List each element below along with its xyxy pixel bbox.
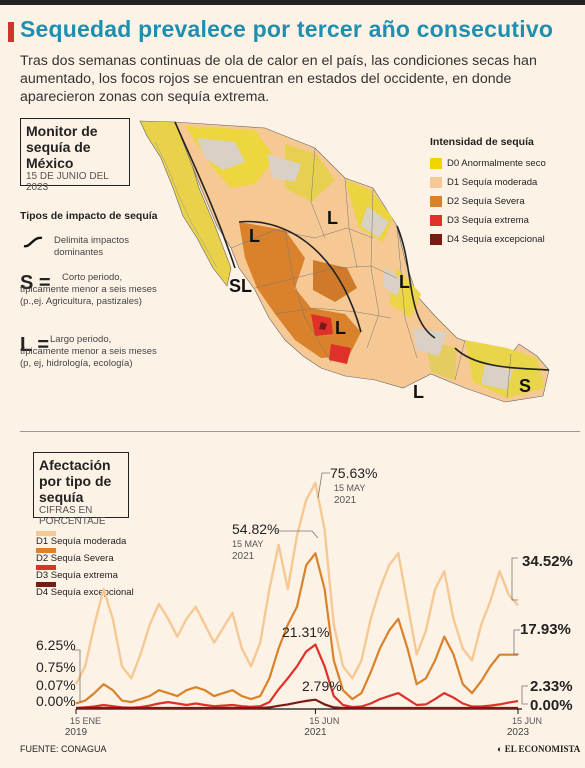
brand-icon: ◐: [497, 744, 505, 754]
annotation-d4-current: 0.00%: [530, 697, 573, 714]
annotation-date: 15 MAY: [334, 483, 365, 493]
brand-name: EL ECONOMISTA: [504, 744, 581, 754]
annotation-year: 2021: [334, 495, 357, 506]
brand-logo: ◐ EL ECONOMISTA: [497, 744, 580, 754]
series-label: D2 Sequía Severa: [36, 553, 114, 564]
annotation-d3-current: 2.33%: [530, 678, 573, 695]
legend-swatch: [430, 158, 442, 169]
top-rule: [0, 0, 585, 5]
annotation-leader: [511, 557, 518, 601]
annotation-date: 15 MAY: [232, 539, 263, 549]
series-label: D3 Sequía extrema: [36, 570, 118, 581]
map-marker-l: L: [327, 208, 338, 228]
annotation-leader: [276, 530, 319, 539]
map-legend-heading: Intensidad de sequía: [430, 136, 534, 148]
map-legend-item: D2 Sequía Severa: [430, 196, 525, 207]
left-value-label: 0.75%: [36, 659, 76, 675]
title-accent: [8, 22, 14, 42]
monitor-date: 15 DE JUNIO DEL 2023: [26, 171, 109, 193]
map-marker-l: L: [335, 318, 346, 338]
annotation-leader: [317, 472, 330, 499]
left-value-label: 6.25%: [36, 637, 76, 653]
affect-subtitle: CIFRAS EN PORCENTAJE: [39, 505, 106, 527]
legend-label: D0 Anormalmente seco: [447, 158, 546, 169]
x-tick-label: 15 JUN: [309, 716, 339, 726]
series-legend-item: D4 Sequía excepcional: [36, 582, 134, 598]
series-line: [75, 552, 518, 705]
legend-label: D4 Sequía excepcional: [447, 234, 545, 245]
x-tick-label: 15 JUN: [512, 716, 542, 726]
x-tick-label: 15 ENE: [70, 716, 101, 726]
left-value-label: 0.07%: [36, 677, 76, 693]
left-label-leader: [72, 649, 81, 702]
s-label: S =: [20, 272, 51, 294]
map-legend-item: D1 Sequía moderada: [430, 177, 537, 188]
page-title: Sequedad prevalece por tercer año consec…: [20, 16, 554, 42]
x-tick-year: 2019: [65, 727, 88, 738]
map-legend-item: D3 Sequía extrema: [430, 215, 529, 226]
series-label: D4 Sequía excepcional: [36, 587, 134, 598]
curve-icon: [23, 236, 43, 248]
map-marker-s: S: [519, 376, 531, 396]
map-marker-sl: SL: [229, 276, 252, 296]
annotation-d2-current: 17.93%: [520, 621, 571, 638]
map-marker-l: L: [413, 382, 424, 402]
annotation-leader: [513, 629, 520, 655]
legend-label: D1 Sequía moderada: [447, 177, 538, 188]
legend-label: D3 Sequía extrema: [447, 215, 529, 226]
legend-swatch: [430, 215, 442, 226]
annotation-d1-current: 34.52%: [522, 553, 573, 570]
monitor-box: Monitor de sequía de México 15 DE JUNIO …: [20, 118, 130, 193]
annotation-d4-peak: 2.79%: [302, 678, 342, 694]
mexico-drought-map: L L SL L L L S: [139, 120, 550, 403]
series-legend-item: D2 Sequía Severa: [36, 548, 114, 564]
series-legend-item: D3 Sequía extrema: [36, 565, 118, 581]
legend-swatch: [430, 177, 442, 188]
series-line: [75, 643, 519, 710]
series-line: [74, 481, 519, 685]
map-legend-item: D0 Anormalmente seco: [430, 158, 546, 169]
curve-description: Delimita impactos dominantes: [54, 235, 129, 258]
series-swatch: [36, 582, 56, 587]
series-label: D1 Sequía moderada: [36, 536, 127, 547]
annotation-peak-d1: 75.63%: [330, 465, 377, 481]
x-tick-year: 2021: [304, 727, 327, 738]
impact-types-heading: Tipos de impacto de sequía: [20, 210, 158, 222]
annotation-leader: [521, 685, 528, 705]
annotation-d3-peak: 21.31%: [282, 624, 329, 640]
map-mainland: [174, 121, 550, 403]
map-marker-l: L: [249, 226, 260, 246]
l-label: L =: [20, 334, 50, 356]
s-description: Corto periodo, típicamente menor a seis …: [20, 272, 157, 307]
map-marker-l: L: [399, 272, 410, 292]
series-swatch: [36, 531, 56, 536]
series-swatch: [36, 548, 56, 553]
x-tick-year: 2023: [507, 727, 530, 738]
map-legend-item: D4 Sequía excepcional: [430, 234, 545, 245]
l-description: Largo periodo, típicamente menor a seis …: [20, 334, 157, 369]
legend-label: D2 Sequía Severa: [447, 196, 525, 207]
affect-title: Afectación por tipo de sequía: [39, 457, 112, 505]
series-swatch: [36, 565, 56, 570]
affect-box: Afectación por tipo de sequía CIFRAS EN …: [33, 452, 129, 527]
legend-swatch: [430, 234, 442, 245]
lede: Tras dos semanas continuas de ola de cal…: [20, 53, 537, 105]
annotation-d2-peak: 54.82%: [232, 521, 279, 537]
section-divider: [20, 431, 580, 432]
source-note: FUENTE: CONAGUA: [20, 744, 107, 754]
monitor-title: Monitor de sequía de México: [26, 123, 98, 171]
series-line: [76, 698, 518, 710]
left-value-label: 0.00%: [36, 693, 76, 709]
legend-swatch: [430, 196, 442, 207]
series-legend-item: D1 Sequía moderada: [36, 531, 126, 547]
annotation-year: 2021: [232, 551, 255, 562]
